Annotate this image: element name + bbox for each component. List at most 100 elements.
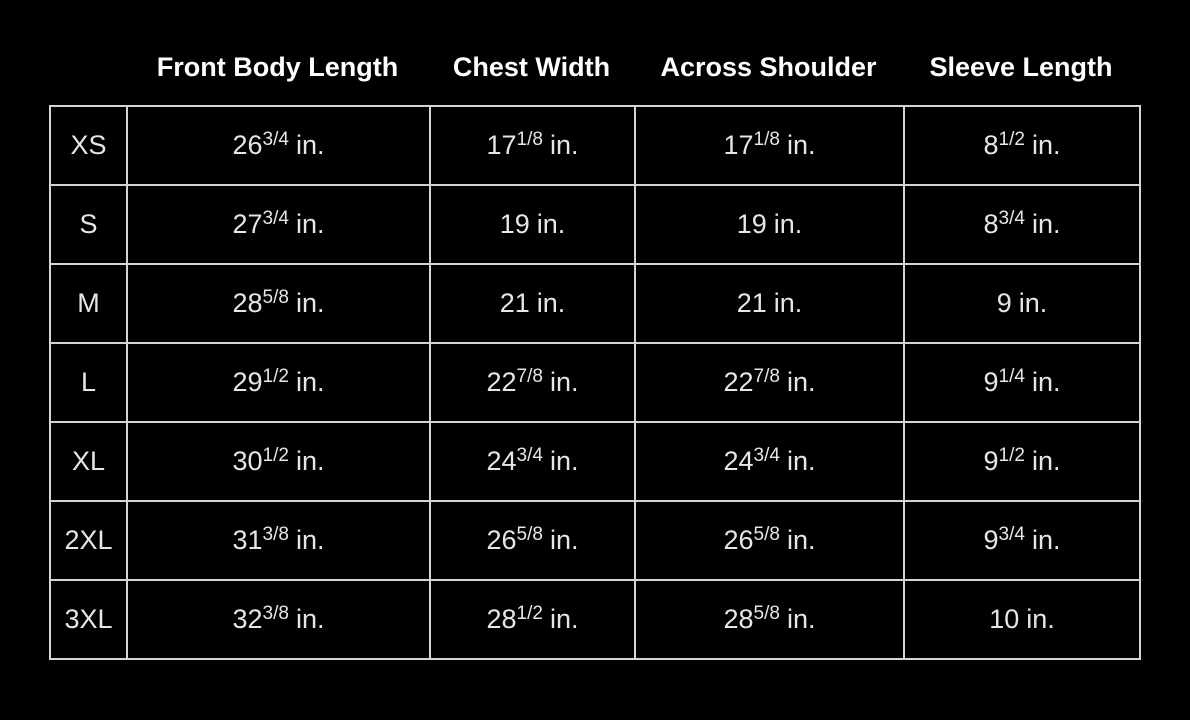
unit: in. [295,209,325,239]
measurement-cell: 301/2 in. [126,421,431,502]
unit: in. [549,604,579,634]
measurement-cell: 10 in. [903,579,1141,660]
table-row: L 291/2 in. 227/8 in. 227/8 in. 91/4 in. [49,342,1141,423]
measurement-cell: 81/2 in. [903,105,1141,186]
unit: in. [536,288,566,318]
whole-number: 26 [232,130,263,160]
measurement-cell: 273/4 in. [126,184,431,265]
measurement-cell: 93/4 in. [903,500,1141,581]
whole-number: 24 [486,446,517,476]
size-label: L [49,342,128,423]
whole-number: 10 [989,604,1020,634]
whole-number: 28 [486,604,517,634]
fraction: 1/2 [998,445,1025,466]
table-row: M 285/8 in. 21 in. 21 in. 9 in. [49,263,1141,344]
fraction: 1/4 [998,366,1025,387]
whole-number: 32 [232,604,263,634]
measurement-cell: 313/8 in. [126,500,431,581]
fraction: 1/8 [516,129,543,150]
measurement-cell: 19 in. [429,184,636,265]
whole-number: 8 [983,209,999,239]
measurement-cell: 285/8 in. [126,263,431,344]
measurement-cell: 21 in. [634,263,905,344]
size-label: XS [49,105,128,186]
fraction: 3/8 [262,524,289,545]
size-label: 3XL [49,579,128,660]
whole-number: 28 [723,604,754,634]
whole-number: 8 [983,130,999,160]
header-row: Front Body Length Chest Width Across Shoul… [49,46,1139,88]
measurement-cell: 227/8 in. [429,342,636,423]
fraction: 3/4 [516,445,543,466]
fraction: 1/2 [262,366,289,387]
fraction: 5/8 [262,287,289,308]
size-label: M [49,263,128,344]
measurement-cell: 83/4 in. [903,184,1141,265]
unit: in. [786,367,816,397]
unit: in. [295,446,325,476]
measurement-cell: 265/8 in. [634,500,905,581]
size-label: S [49,184,128,265]
fraction: 3/4 [262,208,289,229]
whole-number: 28 [232,288,263,318]
measurement-cell: 21 in. [429,263,636,344]
fraction: 5/8 [753,603,780,624]
measurement-cell: 171/8 in. [634,105,905,186]
unit: in. [295,130,325,160]
unit: in. [549,525,579,555]
fraction: 5/8 [516,524,543,545]
whole-number: 9 [983,367,999,397]
whole-number: 26 [723,525,754,555]
unit: in. [295,604,325,634]
fraction: 3/4 [262,129,289,150]
table-row: 3XL 323/8 in. 281/2 in. 285/8 in. 10 in. [49,579,1141,660]
measurement-cell: 227/8 in. [634,342,905,423]
unit: in. [295,288,325,318]
measurement-cell: 91/2 in. [903,421,1141,502]
fraction: 7/8 [516,366,543,387]
whole-number: 30 [232,446,263,476]
measurement-cell: 291/2 in. [126,342,431,423]
unit: in. [786,130,816,160]
table-row: XS 263/4 in. 171/8 in. 171/8 in. 81/2 in. [49,105,1141,186]
fraction: 1/2 [516,603,543,624]
column-header: Front Body Length [156,52,399,82]
size-label: 2XL [49,500,128,581]
size-table: XS 263/4 in. 171/8 in. 171/8 in. 81/2 in. S 273/4 i… [49,105,1141,660]
fraction: 7/8 [753,366,780,387]
unit: in. [1018,288,1048,318]
whole-number: 19 [499,209,530,239]
measurement-cell: 19 in. [634,184,905,265]
unit: in. [536,209,566,239]
column-header: Across Shoulder [660,52,877,82]
unit: in. [295,367,325,397]
unit: in. [786,604,816,634]
fraction: 3/4 [998,524,1025,545]
unit: in. [1031,525,1061,555]
whole-number: 24 [723,446,754,476]
unit: in. [773,288,803,318]
unit: in. [295,525,325,555]
measurement-cell: 265/8 in. [429,500,636,581]
whole-number: 17 [723,130,754,160]
measurement-cell: 323/8 in. [126,579,431,660]
whole-number: 22 [486,367,517,397]
whole-number: 27 [232,209,263,239]
whole-number: 19 [736,209,767,239]
whole-number: 31 [232,525,263,555]
measurement-cell: 171/8 in. [429,105,636,186]
fraction: 3/4 [753,445,780,466]
table-row: S 273/4 in. 19 in. 19 in. 83/4 in. [49,184,1141,265]
unit: in. [1031,446,1061,476]
whole-number: 9 [996,288,1012,318]
whole-number: 9 [983,446,999,476]
fraction: 1/2 [262,445,289,466]
table-row: XL 301/2 in. 243/4 in. 243/4 in. 91/2 in. [49,421,1141,502]
whole-number: 26 [486,525,517,555]
whole-number: 9 [983,525,999,555]
measurement-cell: 281/2 in. [429,579,636,660]
whole-number: 21 [736,288,767,318]
unit: in. [1031,130,1061,160]
unit: in. [549,367,579,397]
